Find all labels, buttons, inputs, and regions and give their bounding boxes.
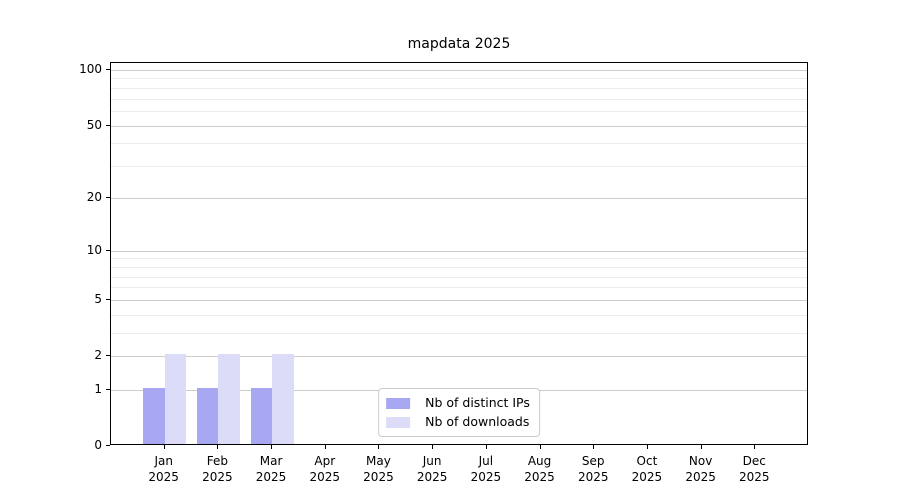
x-tick [324, 445, 326, 449]
y-tick-label: 1 [94, 381, 102, 396]
y-gridline-major [111, 356, 807, 358]
y-tick [106, 249, 110, 251]
x-tick-label-month: Feb [206, 454, 228, 468]
legend-swatch-distinct-ips [386, 397, 411, 409]
x-tick-label-month: Jan [154, 454, 173, 468]
y-tick [106, 355, 110, 357]
y-tick [106, 445, 110, 446]
x-tick-label-month: Aug [527, 454, 552, 468]
x-tick [271, 445, 273, 449]
y-gridline-major [111, 300, 807, 301]
legend-label: Nb of distinct IPs [425, 395, 530, 410]
y-gridline-minor [111, 314, 807, 316]
bar-distinct-ips [143, 387, 165, 444]
x-tick-label-year: 2025 [309, 470, 341, 484]
x-tick [539, 445, 541, 449]
x-tick-label: Jul 2025 [458, 453, 514, 485]
x-tick-label: Sep 2025 [565, 453, 621, 485]
x-tick-label: Aug 2025 [512, 453, 568, 485]
bar-distinct-ips [196, 387, 219, 444]
legend-row: Nb of downloads [386, 415, 530, 429]
x-tick-label-year: 2025 [631, 470, 663, 484]
legend: Nb of distinct IPs Nb of downloads [378, 388, 540, 437]
plot-area: Nb of distinct IPs Nb of downloads [110, 62, 808, 445]
x-tick-label-month: Nov [688, 454, 713, 468]
x-tick-label-month: Oct [636, 454, 658, 468]
y-tick-label: 50 [86, 117, 102, 132]
x-tick-label-year: 2025 [524, 470, 555, 484]
x-tick [485, 445, 487, 449]
x-tick-label-year: 2025 [685, 470, 716, 484]
x-tick-label-year: 2025 [255, 470, 287, 484]
y-gridline-minor [111, 98, 807, 100]
x-tick-label: Apr 2025 [297, 453, 353, 485]
y-tick [106, 124, 110, 126]
y-tick-label: 0 [94, 438, 102, 452]
x-tick [432, 445, 434, 449]
y-gridline-minor [111, 87, 807, 89]
x-tick-label-month: Apr [314, 454, 336, 468]
x-tick-label: Jan 2025 [136, 453, 192, 485]
x-tick-label-month: Sep [581, 454, 605, 468]
legend-label: Nb of downloads [425, 414, 530, 429]
x-tick-label-month: Mar [259, 454, 283, 468]
x-tick-label: Dec 2025 [726, 453, 782, 485]
x-tick [593, 445, 595, 449]
x-tick-label: Nov 2025 [673, 453, 729, 485]
y-tick [106, 68, 110, 70]
y-tick [106, 299, 110, 300]
y-gridline-minor [111, 266, 807, 268]
x-tick-label-year: 2025 [577, 470, 609, 484]
x-tick-label-year: 2025 [416, 470, 448, 484]
legend-row: Nb of distinct IPs [386, 396, 530, 410]
x-tick-label: Mar 2025 [243, 453, 299, 485]
x-tick-label-year: 2025 [470, 470, 502, 484]
x-tick-label-year: 2025 [739, 470, 770, 484]
x-tick-label-year: 2025 [363, 470, 394, 484]
y-gridline-minor [111, 258, 807, 260]
y-tick-label: 10 [86, 242, 102, 257]
bar-downloads [164, 354, 187, 444]
bar-downloads [218, 354, 240, 444]
x-tick-label-month: May [366, 454, 391, 468]
x-tick-label: May 2025 [350, 453, 406, 485]
y-gridline-major [111, 125, 807, 127]
y-gridline-minor [111, 78, 807, 80]
y-tick-label: 100 [79, 61, 102, 76]
y-gridline-minor [111, 111, 807, 113]
chart-title: mapdata 2025 [407, 36, 511, 52]
x-tick-label-month: Jul [478, 454, 494, 468]
x-tick-label-month: Dec [742, 454, 766, 468]
x-tick-label: Jun 2025 [404, 453, 460, 485]
y-tick [106, 196, 110, 198]
y-tick-label: 5 [94, 292, 102, 306]
x-tick [700, 445, 702, 449]
x-tick-label: Feb 2025 [189, 453, 245, 485]
x-tick-label-month: Jun [422, 454, 442, 468]
y-gridline-minor [111, 166, 807, 168]
y-gridline-minor [111, 287, 807, 289]
x-tick-label-year: 2025 [148, 470, 179, 484]
y-gridline-major [111, 197, 807, 199]
y-tick-label: 2 [94, 348, 102, 363]
x-tick-label: Oct 2025 [619, 453, 675, 485]
x-tick [217, 445, 219, 449]
y-gridline-major [111, 250, 807, 252]
legend-swatch-downloads [386, 416, 411, 428]
y-tick [106, 388, 110, 390]
x-tick [163, 445, 165, 449]
x-tick [646, 445, 648, 449]
x-tick-label-year: 2025 [202, 470, 233, 484]
y-gridline-minor [111, 143, 807, 145]
bar-distinct-ips [250, 387, 273, 444]
y-tick-label: 20 [86, 189, 102, 204]
bar-downloads [272, 354, 294, 444]
y-gridline-minor [111, 276, 807, 278]
x-tick [754, 445, 756, 449]
x-tick [378, 445, 380, 449]
y-gridline-minor [111, 333, 807, 335]
y-gridline-major [111, 69, 807, 71]
